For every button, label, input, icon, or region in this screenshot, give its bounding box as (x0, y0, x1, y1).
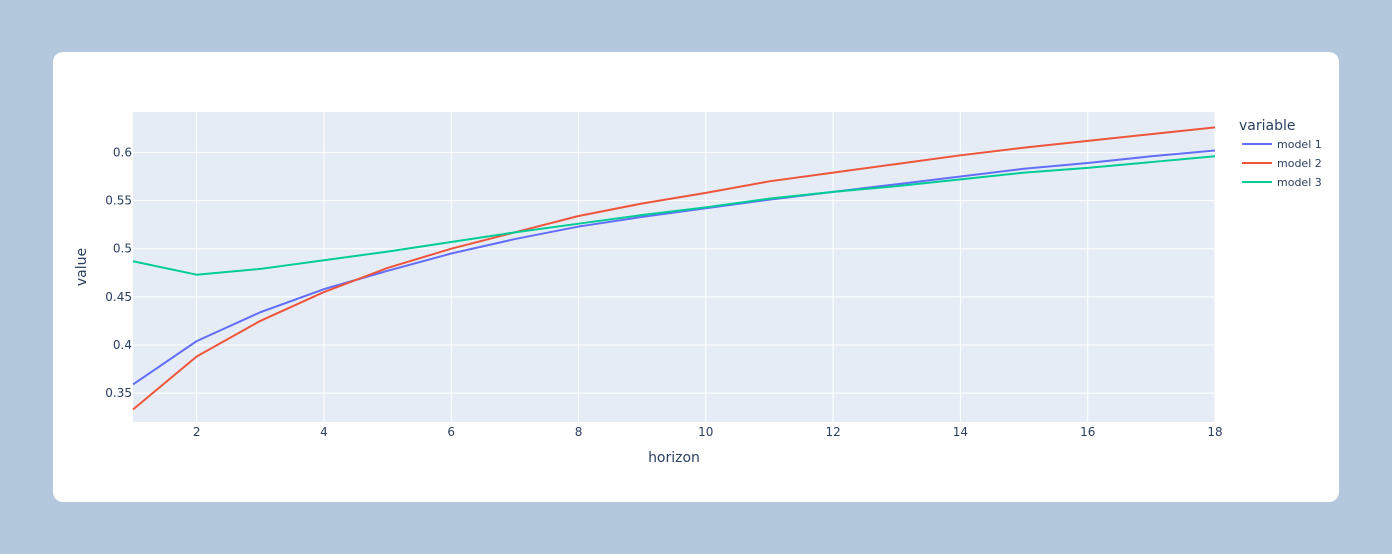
legend-label: model 1 (1277, 138, 1322, 151)
y-axis-title: value (74, 248, 90, 286)
series-line-1[interactable] (132, 149, 1216, 386)
legend[interactable]: model 1 model 2 model 3 (1242, 138, 1322, 189)
y-tick-label: 0.4 (113, 338, 132, 352)
x-tick-label: 2 (193, 425, 201, 439)
legend-item[interactable]: model 2 (1242, 157, 1322, 170)
x-tick-label: 14 (953, 425, 968, 439)
x-tick-labels: 2 4 6 8 10 12 14 16 18 (193, 425, 1223, 439)
y-tick-label: 0.6 (113, 145, 132, 159)
y-tick-label: 0.45 (105, 290, 132, 304)
x-axis-title: horizon (648, 450, 700, 466)
x-tick-label: 4 (320, 425, 328, 439)
series-line-3[interactable] (132, 155, 1216, 276)
series-line-2[interactable] (132, 126, 1216, 411)
x-tick-label: 12 (825, 425, 840, 439)
x-tick-label: 6 (447, 425, 455, 439)
legend-label: model 2 (1277, 157, 1322, 170)
x-tick-label: 16 (1080, 425, 1095, 439)
y-tick-label: 0.55 (105, 194, 132, 208)
x-tick-label: 10 (698, 425, 713, 439)
legend-label: model 3 (1277, 176, 1322, 189)
plot-area (133, 112, 1215, 422)
x-tick-label: 8 (575, 425, 583, 439)
x-tick-label: 18 (1207, 425, 1222, 439)
legend-title: variable (1239, 118, 1295, 134)
y-tick-label: 0.5 (113, 242, 132, 256)
legend-item[interactable]: model 3 (1242, 176, 1322, 189)
y-tick-label: 0.35 (105, 386, 132, 400)
y-tick-labels: 0.35 0.4 0.45 0.5 0.55 0.6 (105, 145, 132, 400)
legend-item[interactable]: model 1 (1242, 138, 1322, 151)
series-lines (132, 126, 1216, 411)
